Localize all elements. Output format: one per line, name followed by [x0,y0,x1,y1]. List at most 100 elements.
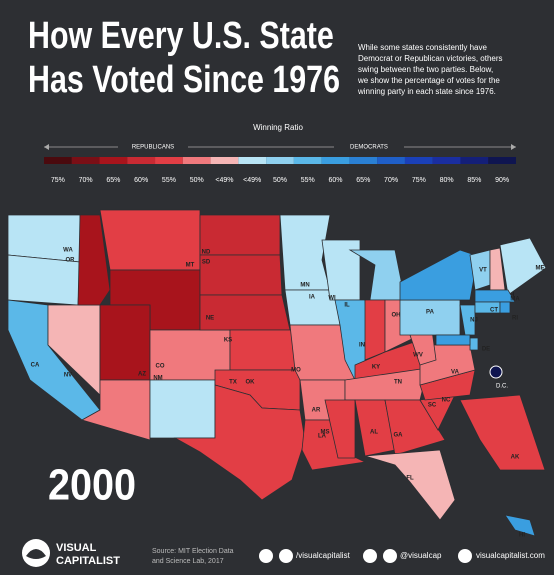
legend-label: 90% [495,177,509,184]
state [199,294,291,331]
state-label: GA [394,433,404,439]
website-link[interactable]: visualcapitalist.com [476,551,545,560]
state-label: AL [370,430,378,436]
state-label: TX [229,380,237,386]
title: Has Voted Since 1976 [28,59,340,101]
state [474,289,516,303]
legend-swatch [349,157,378,164]
brand: CAPITALIST [56,555,120,567]
year: 2000 [48,460,136,509]
legend-label: 50% [273,177,287,184]
legend-swatch [460,157,489,164]
state [99,304,151,381]
legend-swatch [99,157,128,164]
legend-swatch [266,157,294,164]
state [384,399,446,456]
legend-label: 60% [134,177,148,184]
state [229,329,296,371]
legend-label: 55% [301,177,315,184]
state-label: OK [246,380,256,386]
state-label: MS [321,430,330,436]
title-group: How Every U.S. State Has Voted Since 197… [28,15,340,101]
legend-label: 70% [79,177,93,184]
state-label: VA [451,370,460,376]
legend-side-label: DEMOCRATS [350,145,388,151]
state [77,214,111,306]
state-label: RI [512,316,518,322]
social-link[interactable]: /visualcapitalist [296,551,351,560]
description-line: While some states consistently have [358,43,487,52]
state-label: WA [63,248,73,254]
legend-swatch [44,157,72,164]
state-label: FL [406,476,414,482]
state [80,379,151,441]
legend-swatch [210,157,239,164]
state-label: MN [300,283,309,289]
state-label: OR [66,258,76,264]
social-link[interactable]: @visualcap [400,551,442,560]
logo-mark [26,549,46,559]
source: Source: MIT Election Data [152,548,234,555]
state-label: MA [510,297,520,303]
state [199,214,281,256]
legend-label: 65% [356,177,370,184]
state-label: NC [442,398,451,404]
legend-gap [118,141,188,153]
state-label: PA [426,310,435,316]
legend-label: 80% [440,177,454,184]
legend-swatch [71,157,100,164]
state-label: MT [186,263,195,269]
state-label: AK [511,455,520,461]
state-label: SC [428,403,437,409]
twitter-icon[interactable] [363,549,377,563]
legend-label: 55% [162,177,176,184]
legend-swatch [488,157,516,164]
instagram-icon[interactable] [383,549,397,563]
description-line: Democrat or Republican victories, others [358,54,503,63]
description-line: we show the percentage of votes for the [357,76,500,85]
state-label: CO [156,364,165,370]
legend-swatch [377,157,405,164]
state [459,394,546,471]
state-label: SD [202,260,211,266]
state-label: D.C. [496,384,508,390]
legend-label: 50% [190,177,204,184]
state-label: VT [479,268,487,274]
legend-side-label: REPUBLICANS [132,145,174,151]
state-label: NM [153,376,162,382]
legend-swatch [321,157,350,164]
state-label: ME [536,266,545,272]
legend-swatch [293,157,322,164]
state [364,449,456,521]
facebook-icon[interactable] [259,549,273,563]
legend-swatch [182,157,211,164]
source: and Science Lab, 2017 [152,558,224,565]
state-label: CA [31,363,40,369]
state [173,384,306,501]
web-icon[interactable] [458,549,472,563]
state-label: WV [413,353,423,359]
description-line: swing between the two parties. Below, [358,65,493,74]
state-label: NE [206,316,214,322]
legend-label: 60% [329,177,343,184]
state-label: IL [344,303,350,309]
state-label: DE [482,347,490,353]
state [499,301,511,314]
legend-title: Winning Ratio [253,123,303,132]
state-label: IA [309,295,316,301]
state [489,365,503,379]
legend-swatch [127,157,156,164]
state-label: CT [490,308,498,314]
legend-label: <49% [215,177,233,184]
state-label: KY [372,365,380,371]
state-label: NV [64,373,72,379]
legend-gap [334,141,404,153]
state-label: HI [519,533,525,539]
state-label: KS [224,338,232,344]
state [149,379,216,439]
youtube-icon[interactable] [279,549,293,563]
description: While some states consistently have Democ… [357,43,503,96]
legend-label: 85% [467,177,481,184]
